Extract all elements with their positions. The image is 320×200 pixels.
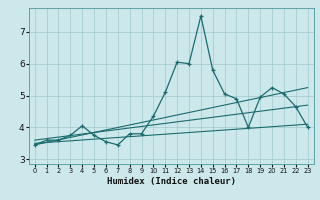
X-axis label: Humidex (Indice chaleur): Humidex (Indice chaleur) (107, 177, 236, 186)
